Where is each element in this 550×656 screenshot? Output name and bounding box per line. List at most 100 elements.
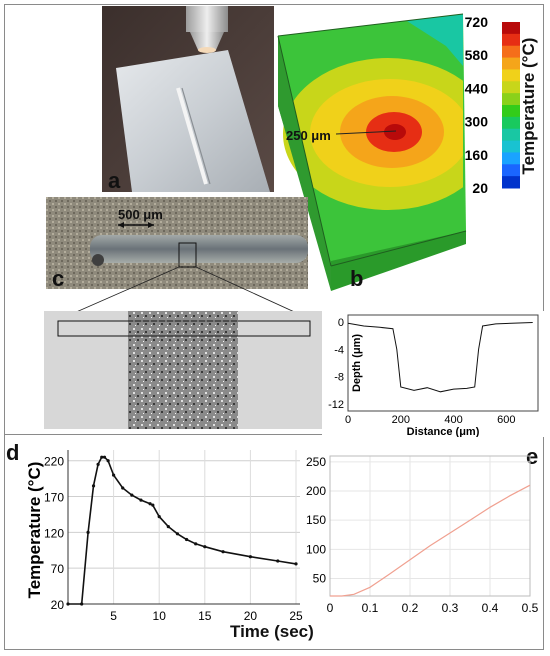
temperature-curve-e — [330, 484, 531, 597]
profile-xlabel: Distance (μm) — [407, 426, 480, 437]
colorbar-segment — [502, 81, 520, 94]
d-x-tick: 15 — [198, 609, 212, 623]
e-y-tick: 100 — [306, 542, 326, 556]
e-x-ticks: 0 0.1 0.2 0.3 0.4 0.5 — [327, 601, 539, 615]
e-y-tick: 200 — [306, 484, 326, 498]
d-x-tick: 20 — [244, 609, 258, 623]
data-point — [80, 602, 84, 606]
colorbar-tick-label: 300 — [465, 114, 489, 130]
data-point — [203, 545, 207, 549]
scale-label-250: 250 μm — [286, 128, 331, 143]
d-y-tick: 70 — [51, 562, 65, 576]
data-point — [130, 493, 134, 497]
panel-d-chart: 220 170 120 70 20 5 10 15 20 25 Temperature (°C) — [25, 450, 303, 623]
profile-y-tick: -12 — [328, 399, 344, 411]
laser-nozzle — [186, 6, 228, 32]
colorbar-segment — [502, 140, 520, 153]
data-point — [294, 562, 298, 566]
profile-x-tick: 600 — [497, 414, 515, 426]
e-x-tick: 0.1 — [362, 601, 379, 615]
d-y-ticks: 220 170 120 70 20 — [44, 455, 64, 612]
profile-y-tick: -4 — [334, 344, 344, 356]
e-y-tick: 50 — [313, 572, 327, 586]
d-y-tick: 220 — [44, 455, 64, 469]
temperature-markers-d — [66, 455, 298, 606]
panel-c-micrograph: 500 μm — [46, 197, 308, 289]
scale-label-500: 500 μm — [118, 207, 163, 222]
data-point — [102, 455, 107, 459]
colorbar-segment — [502, 57, 520, 70]
depth-profile-line — [347, 322, 533, 393]
profile-x-tick: 400 — [444, 414, 462, 426]
profile-x-tick: 200 — [392, 414, 410, 426]
profile-x-tick: 0 — [345, 414, 351, 426]
data-point — [221, 550, 225, 554]
colorbar-segment — [502, 22, 520, 35]
zoom-box — [178, 242, 197, 268]
data-point — [91, 484, 96, 488]
data-point — [112, 473, 116, 477]
colorbar-segment — [502, 45, 520, 59]
panel-label-c: c — [52, 266, 65, 291]
profile-x-ticks: 0 200 400 600 — [345, 414, 516, 426]
data-point — [276, 559, 280, 563]
sem-micrograph — [44, 311, 322, 429]
data-point — [151, 503, 155, 507]
panel-a-photo — [102, 6, 274, 192]
colorbar-segment — [502, 128, 520, 142]
data-point — [96, 462, 100, 466]
profile-y-ticks: 0 -4 -8 -12 — [328, 317, 344, 411]
colorbar-segment — [502, 93, 520, 106]
d-x-tick: 5 — [110, 609, 117, 623]
e-x-tick: 0.3 — [442, 601, 459, 615]
temperature-curve-d — [68, 456, 297, 605]
panel-label-a: a — [108, 168, 121, 193]
colorbar-segment — [502, 164, 520, 177]
depth-profile-chart: 0 -4 -8 -12 0 200 400 600 Distance (μm) Depth … — [322, 311, 544, 437]
e-x-tick: 0.2 — [402, 601, 419, 615]
colorbar-tick-label: 160 — [465, 147, 489, 163]
data-point — [184, 537, 189, 542]
d-y-tick: 120 — [44, 526, 64, 540]
colorbar-tick-label: 720 — [465, 14, 489, 30]
separator-line — [4, 434, 544, 435]
panel-e-chart: 250 200 150 100 50 0 0.1 0.2 0.3 0.4 0.5 — [306, 455, 539, 615]
panel-label-e: e — [526, 444, 539, 469]
d-y-tick: 20 — [51, 598, 65, 612]
e-y-tick: 250 — [306, 455, 326, 469]
temperature-colorbar — [502, 22, 520, 189]
colorbar-tick-label: 580 — [465, 47, 489, 63]
colorbar-segment — [502, 69, 520, 82]
colorbar-segment — [502, 116, 520, 130]
d-x-ticks: 5 10 15 20 25 — [110, 609, 303, 623]
profile-ylabel: Depth (μm) — [351, 334, 363, 392]
laser-track — [176, 87, 208, 185]
d-y-tick: 170 — [44, 491, 64, 505]
e-y-tick: 150 — [306, 513, 326, 527]
colorbar-segment — [502, 176, 520, 189]
profile-scan-box — [57, 320, 311, 337]
data-point — [194, 542, 198, 546]
data-point — [106, 459, 110, 463]
aluminium-plate — [116, 50, 270, 192]
colorbar-tick-label: 440 — [465, 80, 489, 96]
melt-track — [90, 235, 308, 263]
data-point — [175, 532, 180, 536]
colorbar-tick-label: 20 — [472, 180, 488, 196]
data-point — [66, 602, 70, 606]
data-point — [139, 498, 143, 502]
profile-axes — [347, 314, 539, 412]
data-point — [100, 455, 104, 459]
data-point — [148, 502, 152, 506]
data-point — [248, 555, 252, 559]
e-x-tick: 0.4 — [482, 601, 499, 615]
panel-b-thermal-model: 250 μm 720 580 440 300 160 20 Temperature (°C… — [277, 13, 538, 291]
data-point — [157, 515, 161, 519]
profile-y-tick: -8 — [334, 372, 344, 384]
colorbar-segment — [502, 105, 520, 118]
data-point — [166, 525, 170, 529]
panel-label-b: b — [350, 266, 364, 291]
data-point — [86, 530, 90, 534]
panel-label-d: d — [6, 440, 20, 465]
d-x-tick: 25 — [289, 609, 303, 623]
